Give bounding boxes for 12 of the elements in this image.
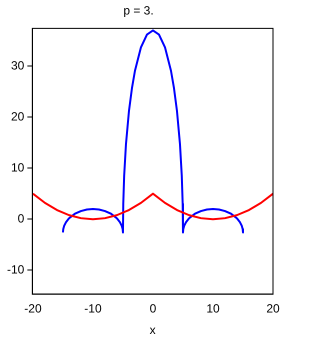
chart-title: p = 3. — [123, 4, 154, 18]
x-tick-label: 20 — [266, 302, 280, 316]
x-tick-label: -20 — [24, 302, 42, 316]
y-tick-label: -10 — [7, 262, 25, 277]
y-tick-label: 30 — [10, 58, 25, 72]
x-tick-label: -10 — [84, 302, 102, 316]
y-tick-label: 0 — [18, 212, 25, 226]
y-tick-label: 20 — [10, 109, 25, 124]
x-tick-label: 10 — [206, 302, 220, 316]
y-tick-label: 10 — [10, 160, 25, 174]
x-axis-title: x — [150, 323, 156, 338]
x-tick-label: 0 — [150, 302, 157, 316]
